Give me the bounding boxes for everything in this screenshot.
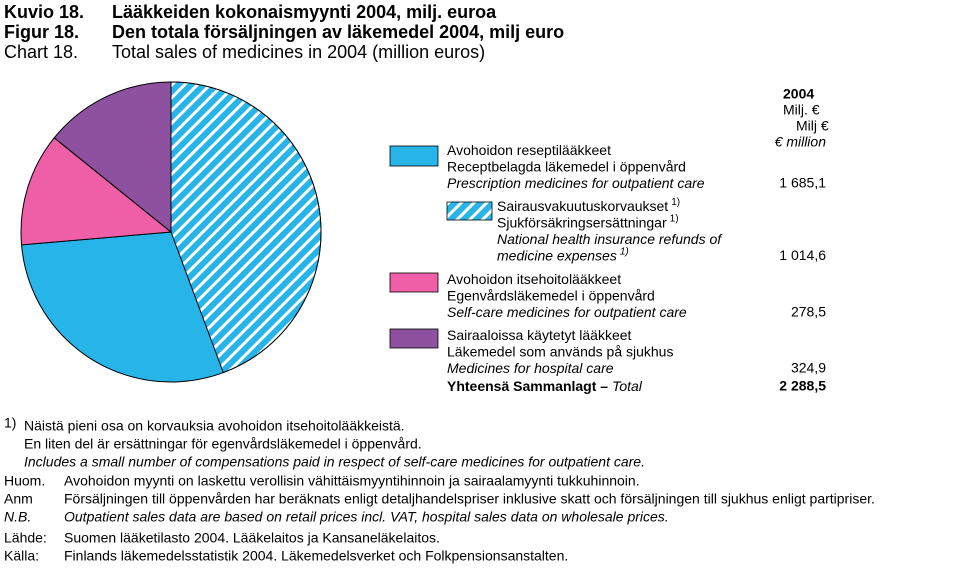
legend-label: Läkemedel som används på sjukhus: [447, 343, 673, 359]
legend-label: Self-care medicines for outpatient care: [447, 304, 687, 320]
legend-text: Egenvårdsläkemedel i öppenvård: [447, 287, 655, 303]
note-label: Lähde:: [4, 530, 47, 546]
total-text: Yhteensä Sammanlagt –: [447, 378, 608, 394]
footnote-marker: 1): [4, 415, 16, 431]
total-label: Yhteensä Sammanlagt – Total: [447, 378, 643, 394]
footnote-ref: 1): [620, 246, 629, 257]
note-text: Avohoidon myynti on laskettu verollisin …: [64, 473, 640, 489]
pie-slice: [170, 81, 322, 374]
title-text: Den totala försäljningen av läkemedel 20…: [112, 22, 564, 42]
legend-label: Prescription medicines for outpatient ca…: [447, 175, 705, 191]
footnote-line: Näistä pieni osa on korvauksia avohoidon…: [24, 418, 405, 434]
value-header: Milj €: [796, 118, 829, 134]
legend-text: Receptbelagda läkemedel i öppenvård: [447, 158, 686, 174]
note-text: Outpatient sales data are based on retai…: [64, 509, 669, 525]
legend-text: Sairausvakuutuskorvaukset: [497, 198, 668, 214]
value-header: Milj. €: [783, 102, 820, 118]
legend-label: Sairaaloissa käytetyt lääkkeet: [447, 327, 632, 343]
pie-slice: [20, 137, 173, 246]
legend-label: medicine expenses 1): [497, 246, 629, 263]
value-header: € million: [775, 134, 827, 150]
total-value: 2 288,5: [779, 378, 826, 394]
legend-text: Prescription medicines for outpatient ca…: [447, 175, 705, 191]
value-label: 1 685,1: [779, 175, 826, 191]
legend-label: Medicines for hospital care: [447, 360, 614, 376]
title-text: Lääkkeiden kokonaismyynti 2004, milj. eu…: [112, 2, 497, 22]
footnote-ref: 1): [670, 213, 679, 224]
title-label: Kuvio 18.: [4, 2, 84, 22]
value-label: 1 014,6: [779, 247, 826, 263]
legend-swatch: [389, 145, 439, 167]
legend-label: Receptbelagda läkemedel i öppenvård: [447, 158, 686, 174]
legend-swatch: [389, 328, 439, 349]
legend-text: Medicines for hospital care: [447, 360, 614, 376]
legend-text: National health insurance refunds of: [497, 231, 723, 247]
legend-swatch: [446, 201, 493, 221]
legend-label: Avohoidon reseptilääkkeet: [447, 142, 611, 158]
legend-label: Egenvårdsläkemedel i öppenvård: [447, 287, 655, 303]
value-header: 2004: [783, 86, 814, 102]
note-label: Huom.: [4, 473, 45, 489]
pie-slice: [53, 81, 172, 234]
legend-label: Sairausvakuutuskorvaukset 1): [497, 197, 680, 214]
legend-text: Sjukförsäkringsersättningar: [497, 214, 667, 230]
legend-text: Avohoidon itsehoitolääkkeet: [447, 271, 621, 287]
note-label: Källa:: [4, 548, 39, 564]
legend-text: Self-care medicines for outpatient care: [447, 304, 687, 320]
note-label: N.B.: [4, 509, 31, 525]
title-label: Chart 18.: [4, 42, 78, 62]
legend-text: Läkemedel som används på sjukhus: [447, 343, 673, 359]
footnote-line: Includes a small number of compensations…: [24, 454, 645, 470]
total-text: Total: [612, 378, 643, 394]
footnote-ref: 1): [671, 197, 680, 208]
note-text: Försäljningen till öppenvården har beräk…: [64, 491, 875, 507]
legend-text: Avohoidon reseptilääkkeet: [447, 142, 611, 158]
footnote-line: En liten del är ersättningar för egenvår…: [24, 436, 422, 452]
legend-text: medicine expenses: [497, 247, 617, 263]
legend-text: Sairaaloissa käytetyt lääkkeet: [447, 327, 632, 343]
legend-label: Sjukförsäkringsersättningar 1): [497, 213, 679, 230]
legend-swatch: [389, 272, 439, 293]
legend-label: Avohoidon itsehoitolääkkeet: [447, 271, 621, 287]
title-label: Figur 18.: [4, 22, 79, 42]
note-text: Finlands läkemedelsstatistik 2004. Läkem…: [64, 548, 568, 564]
value-label: 324,9: [791, 360, 826, 376]
note-text: Suomen lääketilasto 2004. Lääkelaitos ja…: [64, 530, 440, 546]
note-label: Anm: [4, 491, 33, 507]
title-text: Total sales of medicines in 2004 (millio…: [112, 42, 485, 62]
value-label: 278,5: [791, 304, 826, 320]
legend-label: National health insurance refunds of: [497, 231, 723, 247]
